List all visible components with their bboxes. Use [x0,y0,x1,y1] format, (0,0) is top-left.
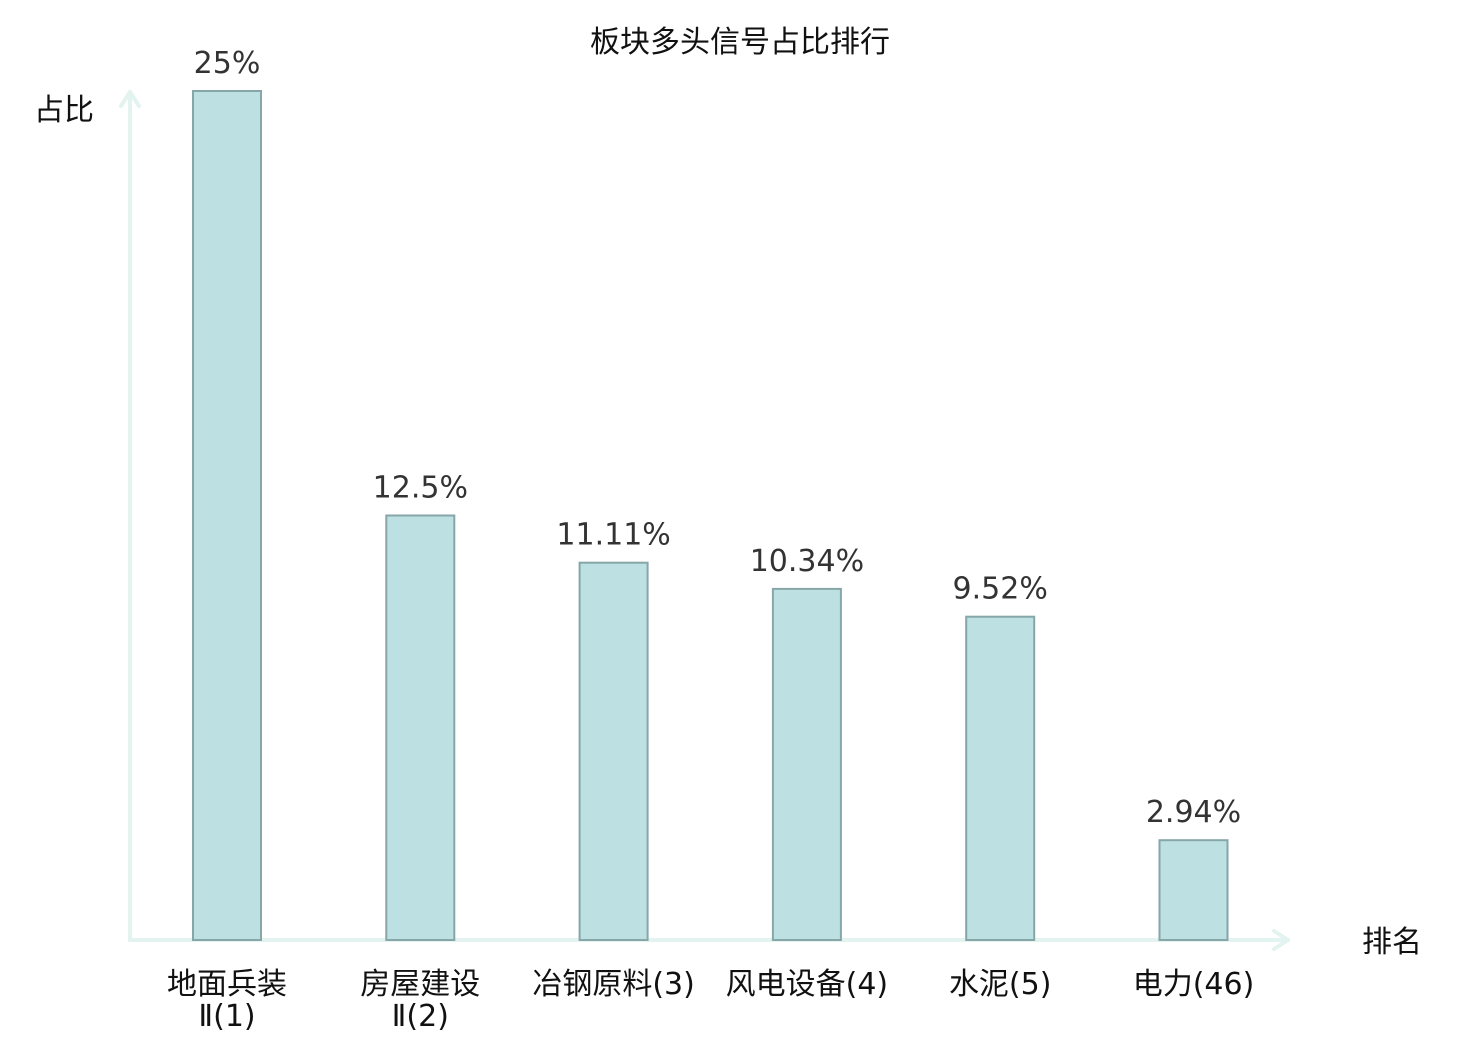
x-tick-label: 水泥(5) [949,967,1052,1002]
x-tick-label: 冶钢原料(3) [532,967,695,1002]
data-label: 10.34% [750,544,864,579]
x-tick-label: Ⅱ(2) [392,999,449,1034]
data-label: 11.11% [556,518,670,553]
chart-title: 板块多头信号占比排行 [590,25,890,60]
data-label: 2.94% [1146,795,1241,830]
x-tick-label: 房屋建设 [360,967,480,1002]
bar [966,617,1034,940]
bar [1160,840,1228,940]
bar-series [193,91,1228,940]
data-label: 25% [194,46,261,81]
x-axis-label: 排名 [1362,925,1422,960]
bar [386,516,454,941]
x-tick-label: 地面兵装 [167,967,287,1002]
bar [580,563,648,940]
y-axis-label: 占比 [34,93,94,128]
x-tick-label: 风电设备(4) [726,967,889,1002]
bar [773,589,841,940]
bar [193,91,261,940]
value-labels: 25% 12.5% 11.11% 10.34% 9.52% 2.94% [194,46,1242,830]
x-tick-label: Ⅱ(1) [198,999,255,1034]
data-label: 12.5% [373,471,468,506]
data-label: 9.52% [953,572,1048,607]
x-tick-label: 电力(46) [1133,967,1255,1002]
axes [121,92,1288,949]
